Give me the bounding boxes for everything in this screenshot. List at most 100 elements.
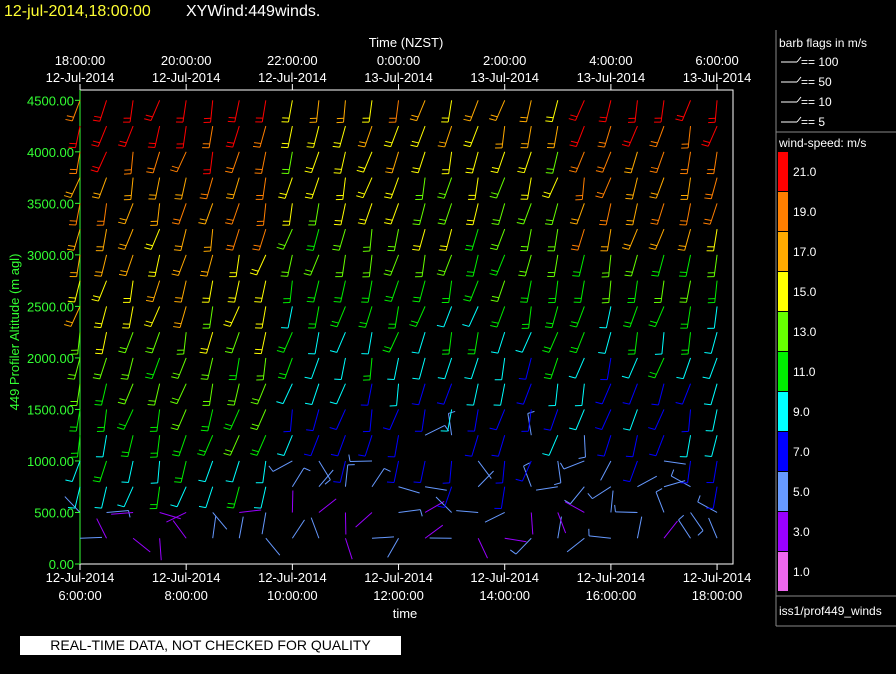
wind-barb-flag bbox=[599, 116, 607, 119]
wind-barb-flag bbox=[438, 269, 446, 273]
wind-barb-flag bbox=[173, 249, 181, 251]
wind-barb-flag bbox=[118, 144, 126, 148]
wind-barb-flag bbox=[119, 140, 127, 144]
wind-barb bbox=[208, 125, 214, 148]
wind-barb bbox=[73, 228, 81, 251]
wind-barb-flag bbox=[705, 193, 713, 196]
wind-barb bbox=[420, 460, 426, 483]
wind-barb-flag bbox=[303, 453, 312, 457]
wind-barb bbox=[288, 151, 293, 174]
wind-barb bbox=[388, 331, 399, 353]
wind-barb bbox=[709, 203, 718, 225]
wind-barb-flag bbox=[648, 324, 656, 328]
x-tick-date: 12-Jul-2014 bbox=[258, 570, 327, 585]
wind-barb-flag bbox=[436, 402, 444, 405]
wind-barb bbox=[124, 125, 134, 147]
wind-barb bbox=[390, 254, 400, 276]
top-tick-time: 22:00:00 bbox=[267, 53, 318, 68]
wind-barb-flag bbox=[251, 423, 259, 427]
wind-barb-flag bbox=[438, 218, 446, 221]
wind-barb bbox=[152, 151, 161, 174]
wind-barb bbox=[712, 486, 718, 509]
wind-barb bbox=[448, 280, 453, 303]
wind-barb-flag bbox=[412, 248, 420, 251]
wind-barb bbox=[685, 203, 692, 226]
wind-barb bbox=[310, 254, 320, 276]
wind-barb-flag bbox=[559, 462, 565, 470]
wind-barb bbox=[151, 357, 161, 379]
wind-barb-flag bbox=[65, 320, 73, 324]
wind-barb bbox=[182, 125, 187, 148]
wind-barb-flag bbox=[517, 170, 525, 174]
wind-barb-flag bbox=[145, 114, 153, 118]
wind-barb bbox=[124, 331, 134, 353]
wind-barb bbox=[129, 100, 134, 123]
wind-barb-flag bbox=[281, 271, 289, 273]
wind-barb-flag bbox=[436, 324, 444, 328]
wind-barb bbox=[207, 409, 214, 431]
wind-barb-flag bbox=[304, 170, 312, 174]
wind-barb bbox=[310, 517, 320, 539]
wind-barb-flag bbox=[225, 222, 233, 225]
wind-barb bbox=[100, 306, 108, 328]
wind-barb bbox=[474, 332, 479, 354]
quality-notice: REAL-TIME DATA, NOT CHECKED FOR QUALITY bbox=[20, 636, 401, 655]
wind-barb bbox=[337, 435, 346, 457]
wind-barb bbox=[177, 254, 187, 276]
panel-label: iss1/prof449_winds bbox=[779, 604, 882, 618]
wind-barb bbox=[629, 383, 638, 405]
wind-barb-flag bbox=[448, 410, 456, 414]
wind-barb-flag bbox=[306, 192, 314, 196]
wind-barb bbox=[557, 512, 567, 534]
colorbar-swatch bbox=[778, 552, 788, 591]
bottom-axis-label: time bbox=[393, 606, 418, 621]
wind-barb bbox=[418, 228, 426, 251]
wind-barb-flag bbox=[545, 223, 553, 226]
wind-barb bbox=[390, 125, 400, 147]
wind-barb-flag bbox=[92, 165, 100, 169]
wind-barb bbox=[100, 254, 108, 277]
wind-barb-flag bbox=[386, 167, 394, 170]
wind-barb bbox=[575, 331, 585, 353]
wind-barb-flag bbox=[649, 371, 657, 375]
wind-barb bbox=[261, 306, 267, 329]
wind-barb bbox=[601, 409, 612, 430]
wind-barb bbox=[395, 100, 400, 123]
wind-barb bbox=[206, 177, 214, 199]
colorbar-label: 7.0 bbox=[793, 445, 810, 459]
wind-barb bbox=[528, 306, 532, 329]
colorbar-label: 5.0 bbox=[793, 485, 810, 499]
wind-barb-flag bbox=[410, 320, 418, 324]
wind-barb bbox=[469, 280, 479, 302]
wind-barb bbox=[102, 229, 108, 251]
wind-barb-flag bbox=[198, 479, 206, 483]
wind-barb-flag bbox=[437, 377, 445, 380]
wind-barb bbox=[634, 100, 638, 123]
wind-barb-flag bbox=[329, 427, 337, 430]
wind-barb-flag bbox=[223, 324, 231, 327]
wind-barb bbox=[340, 151, 346, 174]
wind-barb-flag bbox=[174, 198, 182, 200]
wind-barb-flag bbox=[145, 320, 153, 324]
wind-barb-flag bbox=[518, 218, 526, 221]
wind-barb bbox=[663, 520, 678, 539]
wind-barb bbox=[103, 409, 108, 432]
wind-barb bbox=[554, 280, 559, 303]
wind-barb-flag bbox=[358, 325, 366, 328]
wind-barb-flag bbox=[252, 248, 260, 251]
wind-barb-flag bbox=[703, 222, 711, 225]
wind-barb bbox=[204, 460, 214, 482]
wind-barb-flag bbox=[65, 191, 73, 195]
wind-barb bbox=[371, 468, 385, 487]
wind-barb-flag bbox=[332, 145, 340, 148]
wind-barb-flag bbox=[303, 467, 311, 472]
wind-barb bbox=[521, 331, 532, 353]
wind-barb-flag bbox=[359, 218, 367, 221]
wind-barb bbox=[97, 151, 108, 173]
barb-legend-entry: == 100 bbox=[801, 55, 839, 69]
wind-barb-flag bbox=[307, 245, 315, 248]
wind-barb bbox=[287, 100, 293, 123]
wind-barb-flag bbox=[170, 169, 178, 173]
wind-barb bbox=[344, 464, 349, 487]
wind-barb bbox=[367, 332, 373, 354]
